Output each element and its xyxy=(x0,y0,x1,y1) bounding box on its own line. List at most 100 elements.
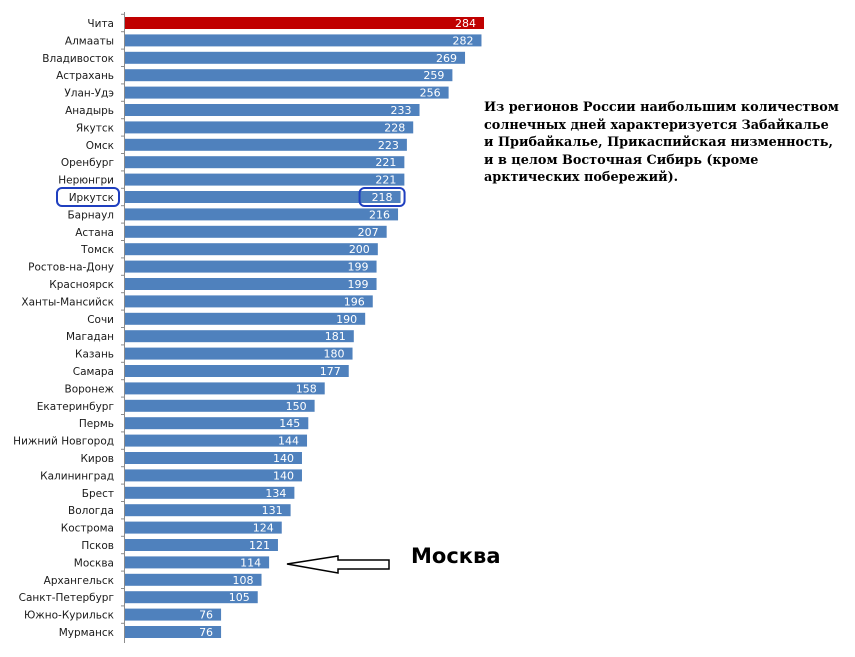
category-label: Москва xyxy=(74,557,114,569)
category-label: Сочи xyxy=(87,314,114,326)
category-label: Киров xyxy=(80,453,114,465)
bar xyxy=(125,608,222,621)
category-label: Улан-Удэ xyxy=(64,88,114,100)
data-label: 140 xyxy=(273,452,294,465)
category-label: Санкт-Петербург xyxy=(19,592,114,604)
category-label: Астрахань xyxy=(56,70,114,82)
category-label: Ростов-на-Дону xyxy=(28,262,114,274)
category-label: Екатеринбург xyxy=(37,401,114,413)
data-label: 144 xyxy=(278,435,299,448)
bar xyxy=(125,138,407,151)
category-label: Калининград xyxy=(40,470,114,482)
data-label: 256 xyxy=(420,87,441,100)
bar xyxy=(125,225,387,238)
data-label: 76 xyxy=(199,626,213,639)
data-label: 134 xyxy=(265,487,286,500)
annotation-line: солнечных дней характеризуется Забайкаль… xyxy=(484,117,829,133)
category-label: Красноярск xyxy=(49,279,114,291)
data-label: 200 xyxy=(349,243,370,256)
bar xyxy=(125,295,373,308)
bar xyxy=(125,504,291,517)
data-label: 131 xyxy=(262,504,283,517)
bar xyxy=(125,399,315,412)
bar xyxy=(125,469,302,482)
bar xyxy=(125,121,414,134)
bar xyxy=(125,34,482,47)
bar xyxy=(125,365,349,377)
bar xyxy=(125,347,353,360)
data-label: 218 xyxy=(372,191,393,204)
category-label: Ханты-Мансийск xyxy=(21,296,114,308)
bar xyxy=(125,278,377,290)
category-label: Барнаул xyxy=(67,209,114,221)
bar xyxy=(125,69,453,82)
bar xyxy=(125,452,302,464)
data-label: 177 xyxy=(320,365,341,378)
annotation-text: Из регионов России наибольшим количество… xyxy=(484,99,839,187)
data-label: 223 xyxy=(378,139,399,152)
category-label: Мурманск xyxy=(59,627,114,639)
bar xyxy=(125,417,309,430)
data-label: 190 xyxy=(336,313,357,326)
highlight-circle-value xyxy=(358,187,406,207)
data-label: 145 xyxy=(279,417,300,430)
bar xyxy=(125,208,399,221)
data-label: 259 xyxy=(423,69,444,82)
category-label: Пермь xyxy=(79,418,114,430)
data-label: 221 xyxy=(375,156,396,169)
bar xyxy=(125,243,378,256)
highlight-circle-label xyxy=(56,187,120,207)
bar xyxy=(125,17,484,29)
bar xyxy=(125,521,282,534)
category-label: Омск xyxy=(86,140,114,152)
data-label: 180 xyxy=(324,348,345,361)
arrow-left-icon xyxy=(286,555,390,574)
data-label: 108 xyxy=(233,574,254,587)
bar xyxy=(125,191,401,203)
data-label: 282 xyxy=(452,34,473,47)
bar xyxy=(125,626,222,638)
bar xyxy=(125,312,366,325)
category-label: Нижний Новгород xyxy=(13,436,114,448)
bar xyxy=(125,434,308,447)
bar xyxy=(125,591,258,604)
data-label: 181 xyxy=(325,330,346,343)
category-label: Анадырь xyxy=(65,105,114,117)
bar xyxy=(125,573,262,586)
data-label: 121 xyxy=(249,539,270,552)
data-label: 76 xyxy=(199,609,213,622)
bar xyxy=(125,556,270,569)
category-label: Магадан xyxy=(66,331,114,343)
category-label: Нерюнгри xyxy=(58,175,114,187)
category-label: Самара xyxy=(73,366,114,378)
data-label: 105 xyxy=(229,591,250,604)
category-label: Иркутск xyxy=(69,192,114,204)
category-label: Вологда xyxy=(68,505,114,517)
category-label: Якутск xyxy=(76,122,114,134)
data-label: 284 xyxy=(455,17,476,30)
bar xyxy=(125,51,466,64)
category-label: Архангельск xyxy=(44,575,114,587)
category-label: Чита xyxy=(87,18,114,30)
moscow-callout-label: Москва xyxy=(411,544,501,568)
data-label: 216 xyxy=(369,208,390,221)
category-label: Воронеж xyxy=(64,383,114,395)
data-label: 114 xyxy=(240,556,261,569)
bar xyxy=(125,173,405,186)
bar xyxy=(125,86,449,99)
annotation-line: и Прибайкалье, Прикаспийская низменность… xyxy=(484,135,833,150)
category-label: Брест xyxy=(82,488,114,500)
category-label: Владивосток xyxy=(42,53,114,65)
data-label: 221 xyxy=(375,174,396,187)
category-label: Алмааты xyxy=(65,35,114,47)
data-label: 150 xyxy=(286,400,307,413)
data-label: 140 xyxy=(273,469,294,482)
bar xyxy=(125,330,354,343)
bar xyxy=(125,156,405,169)
data-label: 124 xyxy=(253,522,274,535)
category-label: Астана xyxy=(75,227,114,239)
bar xyxy=(125,486,295,499)
data-label: 158 xyxy=(296,382,317,395)
category-label: Южно-Курильск xyxy=(24,610,114,622)
